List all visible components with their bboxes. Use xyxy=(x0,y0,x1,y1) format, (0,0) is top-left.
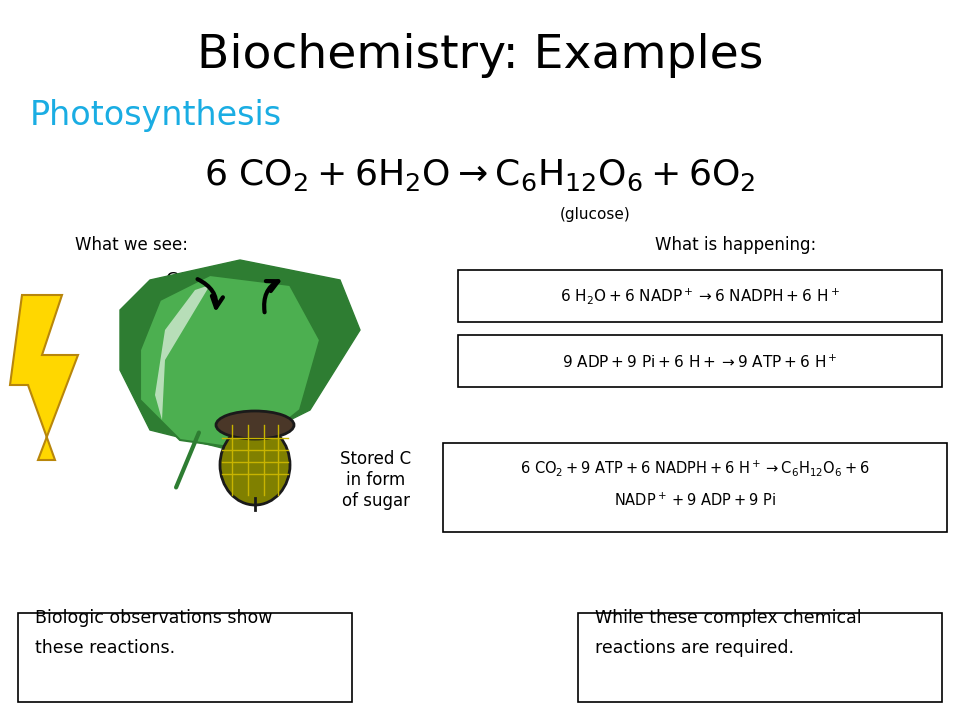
Text: $9\ \mathrm{ADP + 9\ Pi + 6\ H+ \rightarrow 9\ ATP + 6\ H^+}$: $9\ \mathrm{ADP + 9\ Pi + 6\ H+ \rightar… xyxy=(563,354,838,371)
Ellipse shape xyxy=(220,425,290,505)
Polygon shape xyxy=(155,285,210,420)
FancyBboxPatch shape xyxy=(458,335,942,387)
FancyBboxPatch shape xyxy=(443,443,947,532)
FancyBboxPatch shape xyxy=(18,613,352,702)
Polygon shape xyxy=(140,275,320,450)
FancyBboxPatch shape xyxy=(578,613,942,702)
FancyBboxPatch shape xyxy=(458,270,942,322)
Text: $6\ \mathrm{CO_2 + 6H_2O \rightarrow C_6H_{12}O_6 + 6O_2}$: $6\ \mathrm{CO_2 + 6H_2O \rightarrow C_6… xyxy=(204,158,756,193)
Text: While these complex chemical
reactions are required.: While these complex chemical reactions a… xyxy=(595,609,862,657)
Text: $6\ \mathrm{H_2O + 6\ NADP^+ \rightarrow 6\ NADPH + 6\ H^+}$: $6\ \mathrm{H_2O + 6\ NADP^+ \rightarrow… xyxy=(560,286,840,306)
Ellipse shape xyxy=(216,411,294,439)
Text: What is happening:: What is happening: xyxy=(655,236,816,254)
Text: $\mathrm{O_2}$: $\mathrm{O_2}$ xyxy=(283,270,306,290)
Text: Stored C
in form
of sugar: Stored C in form of sugar xyxy=(340,450,411,510)
Text: $\mathrm{CO_2}$: $\mathrm{CO_2}$ xyxy=(165,270,201,290)
Text: Biochemistry: Examples: Biochemistry: Examples xyxy=(197,32,763,78)
Text: (glucose): (glucose) xyxy=(560,207,631,222)
Text: Biologic observations show
these reactions.: Biologic observations show these reactio… xyxy=(35,609,273,657)
Text: $\mathrm{NADP^+ + 9\ ADP + 9\ Pi}$: $\mathrm{NADP^+ + 9\ ADP + 9\ Pi}$ xyxy=(614,491,776,508)
Text: $6\ \mathrm{CO_2 + 9\ ATP + 6\ NADPH + 6\ H^+ \rightarrow C_6H_{12}O_6 + 6}$: $6\ \mathrm{CO_2 + 9\ ATP + 6\ NADPH + 6… xyxy=(520,458,870,478)
Text: What we see:: What we see: xyxy=(75,236,188,254)
Text: Photosynthesis: Photosynthesis xyxy=(30,99,282,132)
Polygon shape xyxy=(120,260,360,450)
Polygon shape xyxy=(10,295,78,460)
